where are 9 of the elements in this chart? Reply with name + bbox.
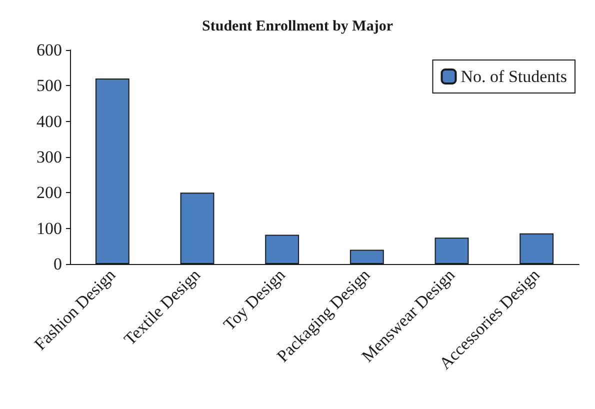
chart-title: Student Enrollment by Major — [202, 18, 394, 34]
y-tick-label: 400 — [36, 112, 62, 131]
y-tick-label: 0 — [54, 254, 62, 274]
legend-label: No. of Students — [460, 67, 567, 86]
y-tick-label: 200 — [36, 183, 62, 202]
y-tick-label: 600 — [36, 40, 62, 60]
y-tick-label: 500 — [36, 76, 62, 96]
y-tick-label: 300 — [36, 148, 62, 166]
y-tick-label: 100 — [36, 218, 62, 238]
